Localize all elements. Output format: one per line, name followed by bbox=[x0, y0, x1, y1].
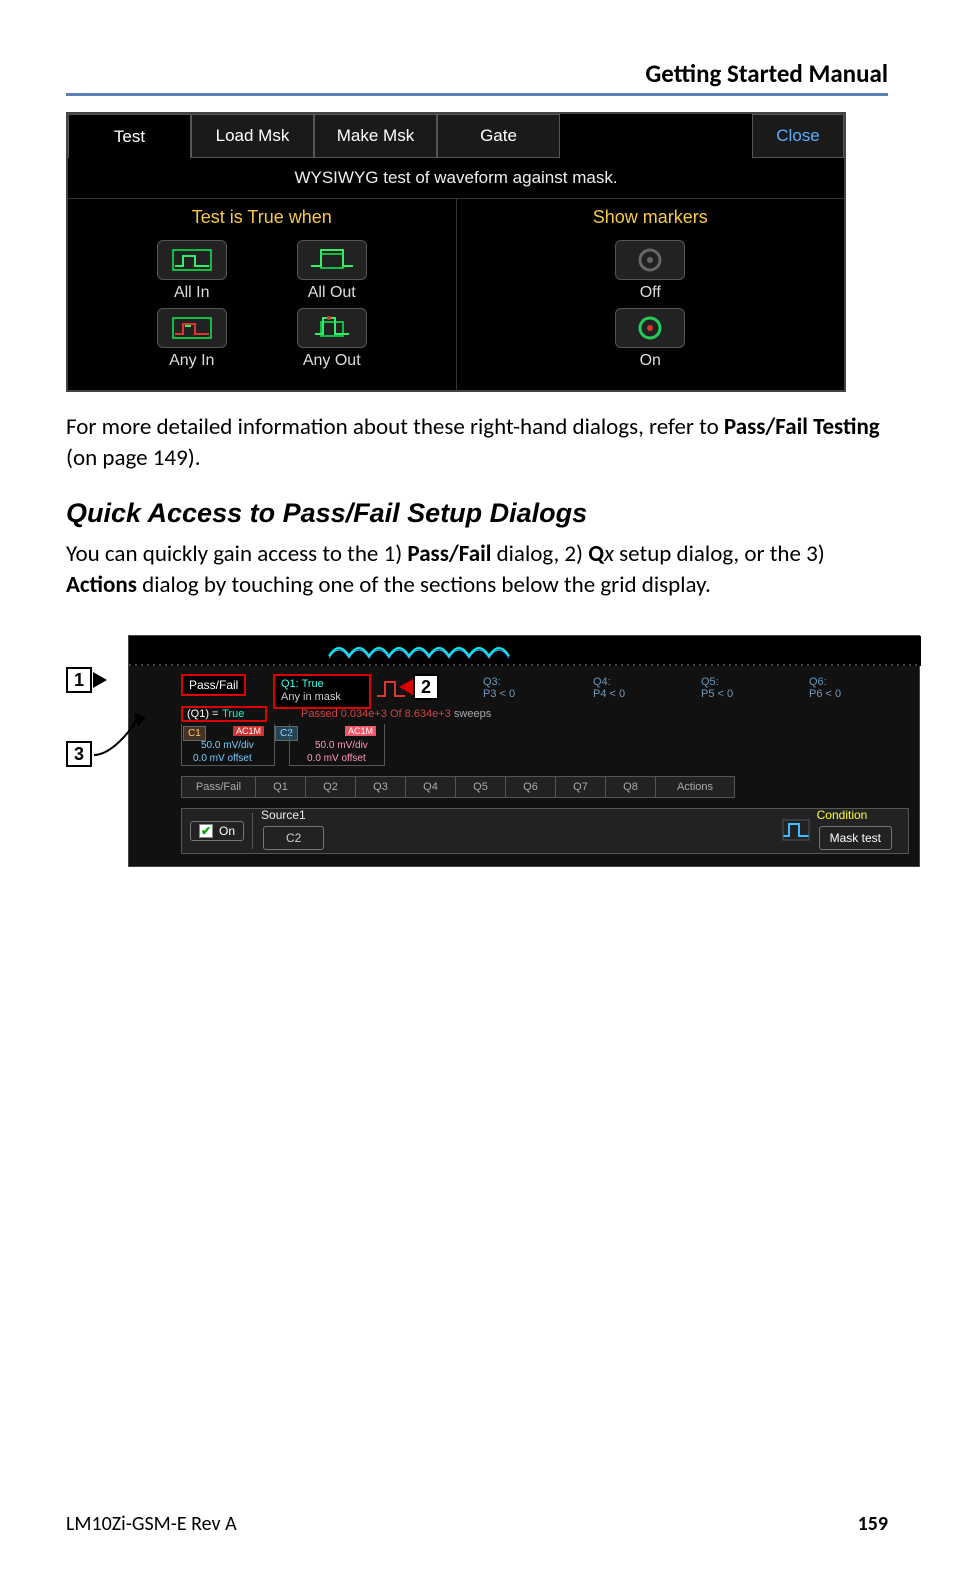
footer-page: 159 bbox=[858, 1512, 888, 1536]
opt-anyin[interactable]: Any In bbox=[157, 308, 227, 370]
on-toggle[interactable]: ✔On bbox=[190, 821, 244, 841]
callout-3-arrow bbox=[90, 713, 146, 763]
q6-label: Q6:P6 < 0 bbox=[809, 676, 841, 700]
source-label: Source1 bbox=[261, 808, 326, 822]
marker-on-icon bbox=[625, 314, 675, 342]
passfail-cell[interactable]: Pass/Fail bbox=[181, 674, 246, 696]
opt-on-label: On bbox=[640, 352, 661, 369]
opt-allin[interactable]: All In bbox=[157, 240, 227, 302]
c1-box bbox=[181, 724, 275, 766]
pf-tabrow: Pass/Fail Q1 Q2 Q3 Q4 Q5 Q6 Q7 Q8 Action… bbox=[181, 776, 735, 798]
para-intro-quick-access: You can quickly gain access to the 1) Pa… bbox=[66, 539, 888, 601]
tab-test[interactable]: Test bbox=[68, 114, 191, 158]
bottom-bar: ✔On Source1 C2 Condition Mask test bbox=[181, 808, 909, 854]
callout-3: 3 bbox=[66, 741, 92, 767]
q5-label: Q5:P5 < 0 bbox=[701, 676, 733, 700]
section-heading: Quick Access to Pass/Fail Setup Dialogs bbox=[66, 498, 888, 529]
pf-tab-q6[interactable]: Q6 bbox=[506, 777, 556, 797]
q1-equals: (Q1) = (Q1) = TrueTrue bbox=[181, 706, 267, 722]
pf-tab-q2[interactable]: Q2 bbox=[306, 777, 356, 797]
passed-line: Passed 0.034e+3 Of 8.634e+3 sweeps bbox=[301, 708, 491, 720]
pf-tab-q7[interactable]: Q7 bbox=[556, 777, 606, 797]
allout-icon bbox=[307, 246, 357, 274]
opt-allout-label: All Out bbox=[308, 284, 356, 301]
opt-anyout-label: Any Out bbox=[303, 352, 361, 369]
opt-off-label: Off bbox=[640, 284, 661, 301]
tab-makemsk[interactable]: Make Msk bbox=[314, 114, 437, 158]
tab-gate[interactable]: Gate bbox=[437, 114, 560, 158]
anyout-icon bbox=[307, 314, 357, 342]
pf-tab-actions[interactable]: Actions bbox=[656, 777, 734, 797]
q3-label: Q3:P3 < 0 bbox=[483, 676, 515, 700]
close-button[interactable]: Close bbox=[752, 114, 844, 158]
callout-2-arrow bbox=[399, 679, 413, 695]
opt-anyout[interactable]: Any Out bbox=[297, 308, 367, 370]
footer-left: LM10Zi-GSM-E Rev A bbox=[66, 1512, 237, 1536]
page-footer: LM10Zi-GSM-E Rev A 159 bbox=[66, 1512, 888, 1536]
allin-icon bbox=[167, 246, 217, 274]
header-rule bbox=[66, 93, 888, 96]
pf-tab-passfail[interactable]: Pass/Fail bbox=[182, 777, 256, 797]
pf-tab-q5[interactable]: Q5 bbox=[456, 777, 506, 797]
pf-tab-q8[interactable]: Q8 bbox=[606, 777, 656, 797]
callout-1: 1 bbox=[66, 667, 92, 693]
callout-1-arrow bbox=[93, 672, 107, 688]
opt-off[interactable]: Off bbox=[615, 240, 685, 302]
panel-subtitle: WYSIWYG test of waveform against mask. bbox=[68, 158, 844, 199]
pf-tab-q1[interactable]: Q1 bbox=[256, 777, 306, 797]
callout-2: 2 bbox=[413, 674, 439, 700]
test-true-label: Test is True when bbox=[80, 207, 444, 228]
q4-label: Q4:P4 < 0 bbox=[593, 676, 625, 700]
marker-off-icon bbox=[625, 246, 675, 274]
wave-icon bbox=[781, 816, 811, 846]
masktest-button[interactable]: Mask test bbox=[819, 826, 892, 850]
opt-on[interactable]: On bbox=[615, 308, 685, 370]
pf-tab-q3[interactable]: Q3 bbox=[356, 777, 406, 797]
page-header: Getting Started Manual bbox=[66, 58, 888, 89]
anyin-icon bbox=[167, 314, 217, 342]
wysiwyg-panel: Test Load Msk Make Msk Gate Close WYSIWY… bbox=[66, 112, 846, 392]
condition-label: Condition bbox=[817, 808, 894, 822]
tab-loadmsk[interactable]: Load Msk bbox=[191, 114, 314, 158]
show-markers-label: Show markers bbox=[469, 207, 833, 228]
q1-cell[interactable]: Q1: TrueAny in mask bbox=[273, 674, 371, 708]
quick-access-screenshot: Pass/Fail Q1: TrueAny in mask 2 Q3:P3 < … bbox=[128, 635, 920, 867]
c2-box bbox=[289, 724, 385, 766]
opt-allout[interactable]: All Out bbox=[297, 240, 367, 302]
opt-allin-label: All In bbox=[174, 284, 210, 301]
para-after-panel: For more detailed information about thes… bbox=[66, 412, 888, 474]
waveform-strip bbox=[129, 636, 921, 666]
opt-anyin-label: Any In bbox=[169, 352, 214, 369]
source-select[interactable]: C2 bbox=[263, 826, 324, 850]
pf-tab-q4[interactable]: Q4 bbox=[406, 777, 456, 797]
